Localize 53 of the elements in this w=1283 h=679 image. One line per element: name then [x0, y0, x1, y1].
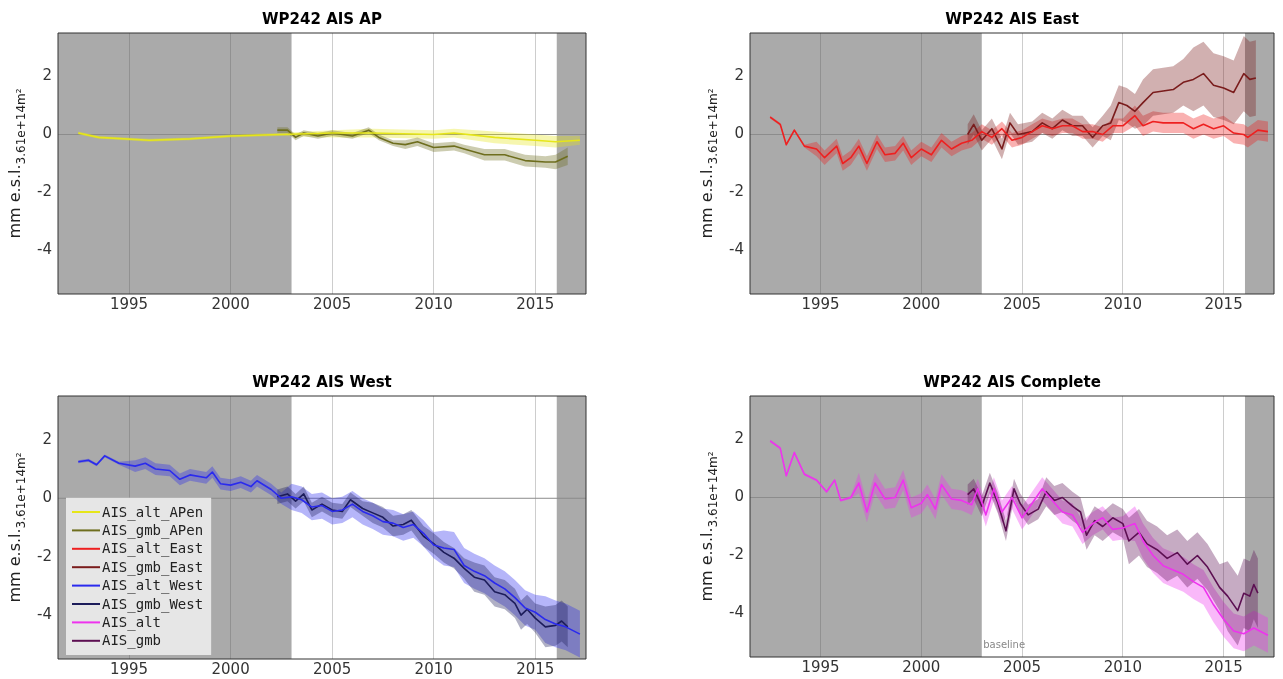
x-tick-label: 1995: [109, 659, 149, 678]
y-tick-label: 0: [734, 124, 744, 143]
x-tick-label: 2000: [211, 294, 250, 313]
y-tick-label: 2: [42, 429, 52, 448]
y-tick-label: -2: [729, 545, 744, 564]
y-tick-label: 0: [734, 487, 744, 506]
y-tick-label: -4: [37, 605, 52, 624]
text: AIS_alt_APen: [102, 503, 204, 520]
y-tick-label: -2: [729, 182, 744, 201]
x-tick-label: 2005: [1002, 657, 1042, 676]
x-tick-label: 2015: [1204, 294, 1243, 313]
y-tick-label: 2: [734, 66, 744, 85]
text: AIS_alt: [102, 614, 162, 631]
y-tick-label: 2: [734, 429, 744, 448]
y-tick-label: -4: [729, 603, 744, 622]
x-tick-label: 2015: [516, 294, 555, 313]
x-tick-label: 1995: [801, 657, 840, 676]
chart-title: WP242 AIS West: [252, 373, 392, 392]
y-axis-title: mm e.s.l.3.61e+14m²: [5, 452, 28, 603]
x-tick-label: 2005: [313, 294, 352, 313]
chart-title: WP242 AIS Complete: [923, 373, 1101, 392]
y-tick-label: 0: [42, 488, 52, 507]
x-tick-label: 2015: [1204, 657, 1243, 676]
y-axis-title: mm e.s.l.3.61e+14m²: [5, 88, 28, 239]
x-tick-label: 2015: [516, 659, 555, 678]
x-tick-label: 2000: [902, 657, 941, 676]
x-tick-label: 1995: [109, 294, 149, 313]
y-tick-label: 2: [42, 66, 52, 85]
legend-label: AIS_gmb_West: [102, 595, 204, 613]
x-tick-label: 2010: [414, 294, 453, 313]
y-tick-label: -2: [37, 546, 52, 565]
x-tick-label: 2000: [211, 659, 250, 678]
annotation: baseline: [983, 638, 1026, 650]
y-tick-label: -2: [37, 182, 52, 201]
x-tick-label: 2010: [414, 659, 453, 678]
x-tick-label: 2010: [1103, 294, 1142, 313]
text: AIS_gmb_East: [102, 558, 204, 575]
chart-title: WP242 AIS East: [945, 10, 1079, 29]
text: AIS_gmb_APen: [102, 522, 204, 539]
y-tick-label: 0: [42, 124, 52, 143]
y-tick-label: -4: [729, 240, 744, 259]
x-tick-label: 1995: [801, 294, 840, 313]
text: AIS_gmb: [102, 632, 162, 649]
y-tick-label: -4: [37, 240, 52, 259]
y-axis-title: mm e.s.l.3.61e+14m²: [697, 88, 720, 239]
chart-title: WP242 AIS AP: [262, 10, 382, 29]
y-axis-title: mm e.s.l.3.61e+14m²: [697, 451, 720, 602]
x-tick-label: 2005: [313, 659, 352, 678]
text: AIS_alt_East: [102, 540, 204, 557]
legend-label: AIS_alt_West: [102, 577, 204, 595]
x-tick-label: 2010: [1103, 657, 1142, 676]
x-tick-label: 2005: [1002, 294, 1042, 313]
x-tick-label: 2000: [902, 294, 941, 313]
